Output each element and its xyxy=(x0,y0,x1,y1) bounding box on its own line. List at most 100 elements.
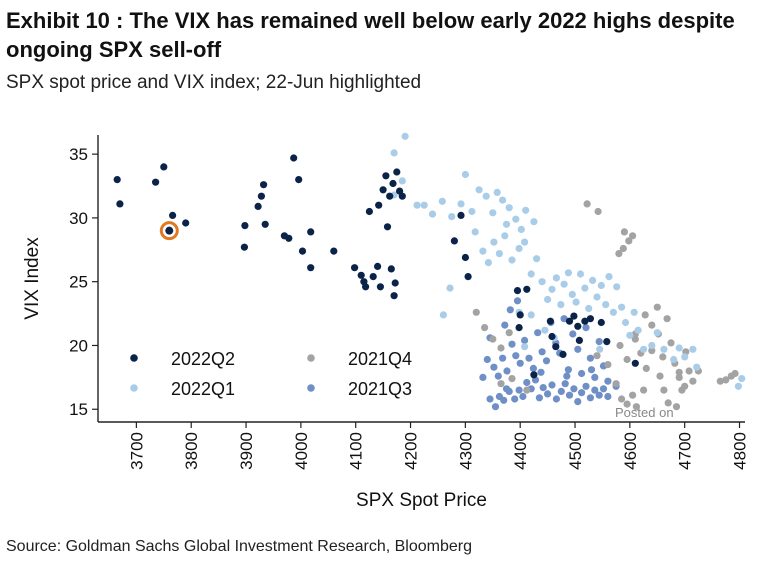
data-point-2022Q2 xyxy=(152,178,160,186)
data-point-2022Q1 xyxy=(653,329,661,337)
data-point-2021Q3 xyxy=(548,381,556,389)
data-point-2022Q1 xyxy=(527,270,535,278)
x-tick-label: 4800 xyxy=(731,432,750,470)
data-point-2022Q1 xyxy=(589,276,597,284)
data-point-2022Q1 xyxy=(479,247,487,255)
data-point-2021Q4 xyxy=(619,244,627,253)
data-point-2021Q4 xyxy=(481,324,489,332)
data-point-2022Q2 xyxy=(389,179,397,188)
x-tick-label: 4300 xyxy=(456,432,475,470)
data-point-2022Q1 xyxy=(521,238,529,246)
legend-label-2022Q1: 2022Q1 xyxy=(171,379,235,399)
data-point-2022Q1 xyxy=(439,311,447,319)
data-point-2022Q2 xyxy=(376,283,384,291)
data-point-2022Q1 xyxy=(675,344,683,352)
data-point-2021Q4 xyxy=(623,400,631,408)
data-point-2022Q1 xyxy=(413,201,421,209)
data-point-2022Q1 xyxy=(482,192,490,200)
data-point-2022Q1 xyxy=(448,213,456,221)
data-point-2021Q3 xyxy=(595,338,603,346)
x-tick-label: 3800 xyxy=(182,432,201,470)
data-point-2021Q4 xyxy=(681,382,689,390)
data-point-2022Q1 xyxy=(390,149,398,157)
data-point-2022Q2 xyxy=(160,163,168,171)
data-point-2022Q2 xyxy=(375,201,383,209)
y-tick-label: 20 xyxy=(69,336,88,355)
data-point-2021Q4 xyxy=(660,386,668,394)
data-point-2021Q4 xyxy=(667,339,675,347)
data-point-2022Q1 xyxy=(468,207,476,216)
data-point-2022Q2 xyxy=(513,287,522,295)
legend-label-2021Q4: 2021Q4 xyxy=(348,349,412,369)
data-point-2022Q2 xyxy=(386,192,394,200)
x-tick-label: 4000 xyxy=(292,432,311,470)
data-point-2022Q1 xyxy=(557,301,565,309)
data-point-2022Q1 xyxy=(560,280,568,288)
data-point-2022Q1 xyxy=(605,273,613,281)
data-point-2021Q3 xyxy=(535,394,544,402)
data-point-2021Q4 xyxy=(620,228,629,236)
data-point-2021Q3 xyxy=(578,369,586,378)
data-point-2021Q4 xyxy=(722,376,730,384)
data-point-2021Q4 xyxy=(659,353,667,361)
data-point-2022Q1 xyxy=(738,375,746,383)
x-tick-label: 3700 xyxy=(127,432,146,470)
data-point-2022Q2 xyxy=(382,172,390,180)
data-point-2021Q3 xyxy=(483,355,491,364)
data-point-2022Q1 xyxy=(493,188,501,196)
data-point-2022Q1 xyxy=(613,283,621,291)
data-point-2022Q2 xyxy=(374,262,382,270)
data-point-2021Q4 xyxy=(497,344,505,352)
data-point-2022Q1 xyxy=(530,218,538,226)
data-point-2021Q4 xyxy=(632,403,641,411)
data-point-2022Q2 xyxy=(559,350,567,358)
data-point-2021Q3 xyxy=(561,380,569,388)
data-point-2022Q1 xyxy=(544,295,552,304)
data-point-2021Q4 xyxy=(716,377,724,385)
series-2021Q4 xyxy=(472,200,739,411)
data-point-2021Q3 xyxy=(569,330,577,338)
data-point-2022Q2 xyxy=(461,253,469,262)
data-point-2021Q3 xyxy=(519,392,527,401)
data-point-2021Q3 xyxy=(538,348,546,356)
series-2022Q1 xyxy=(390,132,746,390)
data-point-2021Q3 xyxy=(479,373,487,381)
data-point-2021Q3 xyxy=(499,354,507,362)
data-point-2022Q2 xyxy=(365,207,373,216)
data-point-2022Q2 xyxy=(351,264,359,272)
data-point-2022Q1 xyxy=(585,304,593,313)
data-point-2022Q1 xyxy=(499,196,507,204)
data-point-2022Q1 xyxy=(670,355,678,364)
data-point-2021Q4 xyxy=(615,250,623,258)
chart-subtitle: SPX spot price and VIX index; 22-Jun hig… xyxy=(6,72,422,93)
data-point-2021Q4 xyxy=(618,395,626,403)
data-point-2021Q4 xyxy=(508,375,516,383)
data-point-2022Q2 xyxy=(390,292,398,300)
data-point-2022Q2 xyxy=(241,222,249,230)
data-point-2022Q2 xyxy=(182,219,190,227)
x-tick-label: 4500 xyxy=(566,432,585,470)
data-point-2022Q1 xyxy=(489,209,497,217)
data-point-2022Q2 xyxy=(530,371,538,379)
data-point-2022Q2 xyxy=(357,271,365,279)
data-point-2022Q2 xyxy=(516,311,524,319)
data-point-2021Q3 xyxy=(525,354,533,362)
legend-marker-2021Q4 xyxy=(307,354,315,362)
data-point-2022Q2 xyxy=(116,200,124,208)
x-tick-label: 4100 xyxy=(347,432,366,470)
data-point-2021Q4 xyxy=(497,380,505,388)
data-point-2021Q3 xyxy=(595,391,603,399)
data-point-2022Q2 xyxy=(515,324,523,332)
data-point-2022Q2 xyxy=(307,228,315,236)
data-point-2021Q4 xyxy=(642,364,650,372)
data-point-2022Q1 xyxy=(438,197,446,205)
data-point-2021Q3 xyxy=(542,357,551,365)
data-point-2021Q3 xyxy=(508,340,516,348)
data-point-2022Q1 xyxy=(527,311,535,319)
x-tick-label: 3900 xyxy=(237,432,256,470)
data-point-2021Q3 xyxy=(529,364,538,372)
data-point-2021Q3 xyxy=(565,391,574,399)
data-point-2021Q3 xyxy=(560,315,568,323)
data-point-2022Q2 xyxy=(254,202,262,210)
data-point-2022Q1 xyxy=(484,259,492,267)
